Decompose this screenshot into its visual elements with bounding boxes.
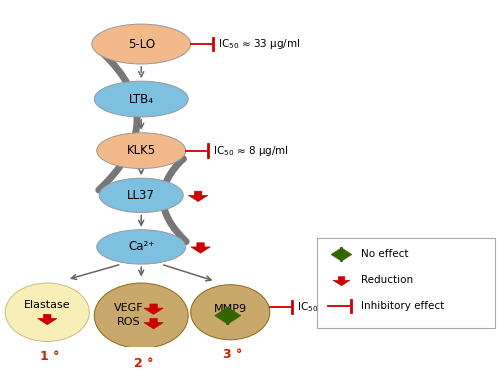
Text: 1 °: 1 ° [40,350,60,363]
FancyArrowPatch shape [163,159,186,242]
Ellipse shape [190,285,270,340]
Text: MMP9: MMP9 [214,304,247,314]
FancyArrowPatch shape [99,52,137,190]
Polygon shape [188,191,208,201]
FancyBboxPatch shape [317,238,495,328]
Ellipse shape [96,133,186,168]
Text: LL37: LL37 [128,189,155,202]
Text: ROS: ROS [117,317,140,327]
Polygon shape [191,243,210,253]
Text: Ca²⁺: Ca²⁺ [128,240,154,253]
Polygon shape [333,277,350,286]
Ellipse shape [96,230,186,264]
Text: IC$_{50}$ ≈ 51 μg/ml: IC$_{50}$ ≈ 51 μg/ml [297,300,380,314]
Ellipse shape [92,24,190,64]
Text: LTB₄: LTB₄ [128,92,154,106]
Polygon shape [214,306,241,325]
Ellipse shape [99,178,183,213]
Text: 3 °: 3 ° [223,348,242,361]
Text: 2 °: 2 ° [134,357,154,370]
Polygon shape [144,304,163,314]
Text: IC$_{50}$ ≈ 8 μg/ml: IC$_{50}$ ≈ 8 μg/ml [213,144,289,158]
Text: Inhibitory effect: Inhibitory effect [361,301,444,311]
Text: IC$_{50}$ ≈ 33 μg/ml: IC$_{50}$ ≈ 33 μg/ml [218,37,300,51]
Text: No effect: No effect [361,249,409,259]
Ellipse shape [5,283,89,341]
Polygon shape [331,247,352,262]
Text: VEGF: VEGF [114,303,144,313]
Text: KLK5: KLK5 [126,144,156,157]
Ellipse shape [94,81,188,117]
Polygon shape [38,314,57,325]
Polygon shape [144,318,163,329]
Text: 5-LO: 5-LO [128,37,155,50]
Text: Reduction: Reduction [361,275,414,285]
Ellipse shape [94,283,188,348]
Text: Elastase: Elastase [24,300,70,310]
